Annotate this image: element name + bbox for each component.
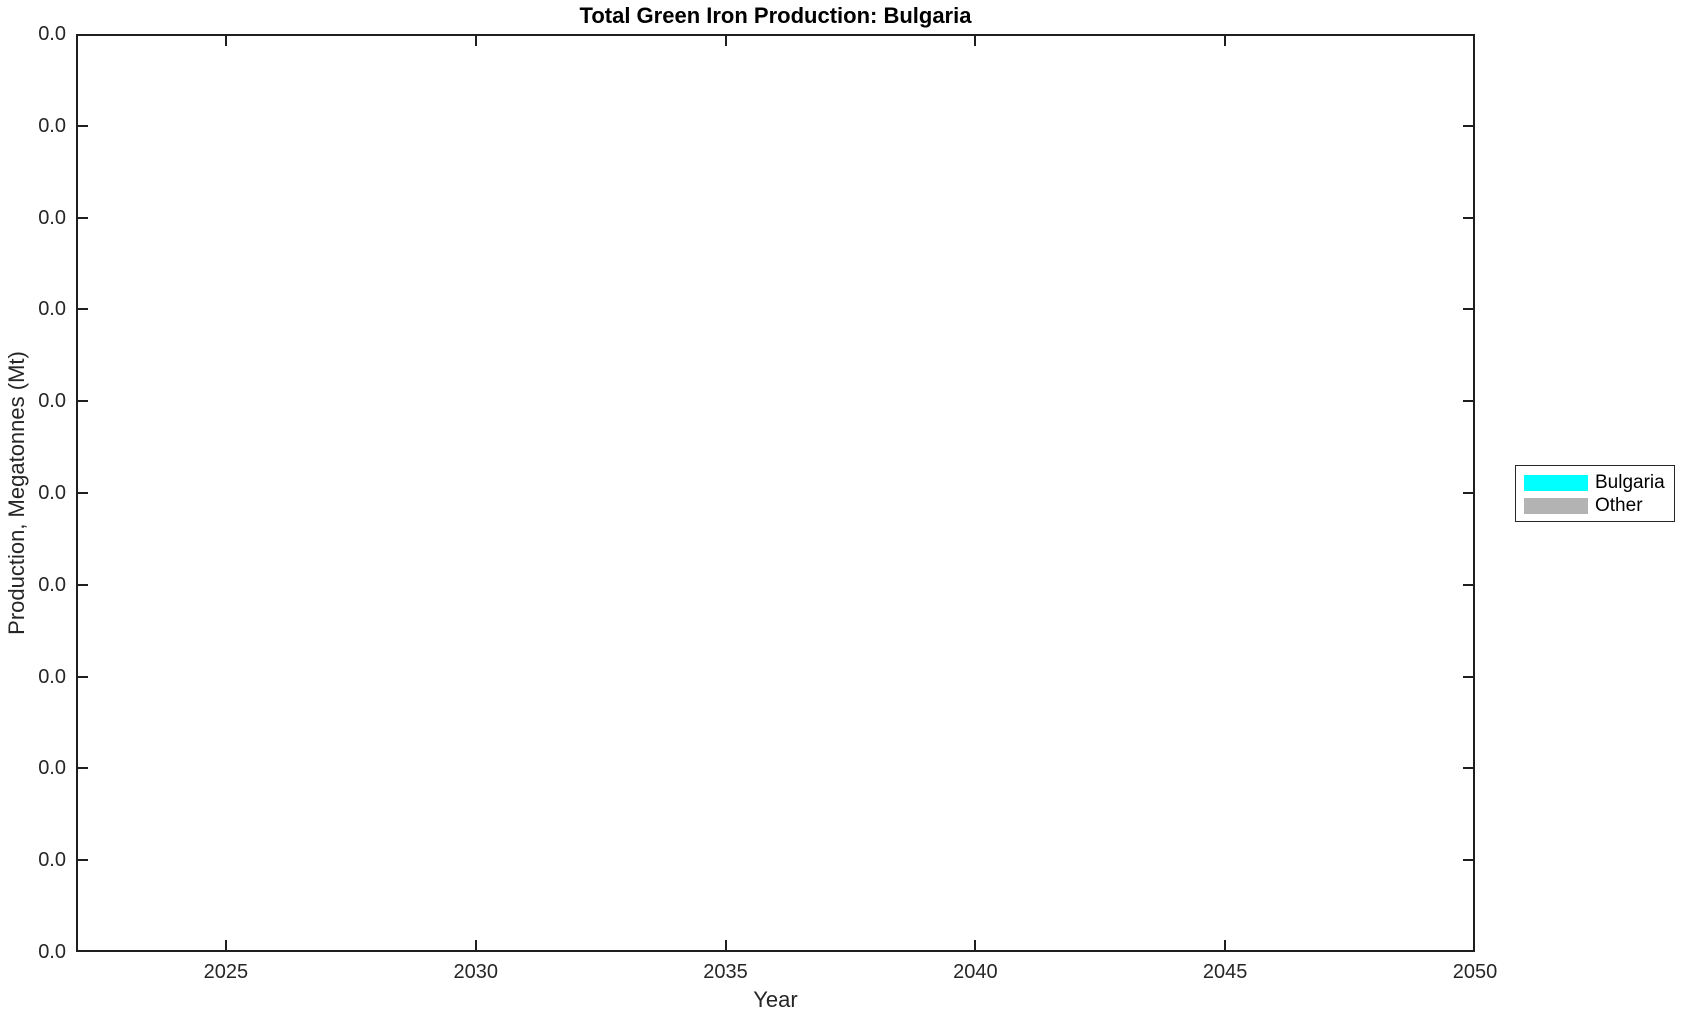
- axis-tick-mark: [1224, 36, 1226, 46]
- axis-tick-mark: [974, 36, 976, 46]
- y-tick-label: 0.0: [38, 206, 66, 229]
- axis-tick-mark: [1463, 308, 1473, 310]
- axis-tick-mark: [78, 584, 88, 586]
- axis-tick-mark: [1463, 676, 1473, 678]
- axis-tick-mark: [1463, 217, 1473, 219]
- axis-tick-mark: [1463, 400, 1473, 402]
- legend-swatch-other: [1524, 497, 1588, 514]
- axis-tick-mark: [1463, 951, 1473, 952]
- legend-label: Bulgaria: [1595, 471, 1665, 493]
- legend-label: Other: [1595, 494, 1643, 516]
- axis-tick-mark: [78, 492, 88, 494]
- axis-tick-mark: [78, 34, 88, 35]
- legend-item: Bulgaria: [1524, 471, 1666, 493]
- x-axis-label: Year: [753, 987, 798, 1012]
- x-tick-label: 2025: [203, 961, 249, 983]
- axis-tick-mark: [1463, 492, 1473, 494]
- axis-tick-mark: [78, 308, 88, 310]
- axis-tick-mark: [1463, 767, 1473, 769]
- axis-tick-mark: [78, 400, 88, 402]
- y-tick-label: 0.0: [38, 849, 66, 872]
- plot-area: [76, 34, 1475, 952]
- y-tick-label: 0.0: [38, 573, 66, 596]
- axis-tick-mark: [1463, 584, 1473, 586]
- axis-tick-mark: [1224, 940, 1226, 950]
- axis-tick-mark: [725, 36, 727, 46]
- legend-swatch-bulgaria: [1524, 474, 1588, 491]
- y-tick-label: 0.0: [38, 941, 66, 963]
- chart-title: Total Green Iron Production: Bulgaria: [579, 3, 972, 28]
- axis-tick-mark: [78, 217, 88, 219]
- legend: Bulgaria Other: [1515, 465, 1675, 522]
- y-tick-label: 0.0: [38, 114, 66, 137]
- x-tick-label: 2040: [953, 961, 998, 983]
- x-tick-label: 2035: [703, 961, 748, 983]
- legend-item: Other: [1524, 494, 1666, 516]
- y-tick-label: 0.0: [38, 482, 66, 504]
- axis-tick-mark: [225, 940, 227, 950]
- axis-tick-mark: [1463, 859, 1473, 861]
- y-tick-label: 0.0: [38, 665, 66, 688]
- axis-tick-mark: [475, 36, 477, 46]
- axis-tick-mark: [78, 859, 88, 861]
- axis-tick-mark: [1474, 36, 1475, 46]
- axis-tick-mark: [475, 940, 477, 950]
- x-tick-label: 2045: [1202, 961, 1248, 983]
- x-tick-label: 2030: [453, 961, 498, 983]
- y-tick-label: 0.0: [38, 757, 66, 780]
- axis-tick-mark: [1463, 34, 1473, 35]
- y-tick-label: 0.0: [38, 298, 66, 321]
- y-tick-label: 0.0: [38, 23, 66, 45]
- x-tick-label: 2050: [1452, 961, 1498, 983]
- axis-tick-mark: [225, 36, 227, 46]
- axis-tick-mark: [974, 940, 976, 950]
- axis-tick-mark: [78, 125, 88, 127]
- axis-tick-mark: [78, 676, 88, 678]
- axis-tick-mark: [725, 940, 727, 950]
- axis-tick-mark: [1474, 940, 1475, 950]
- y-tick-label: 0.0: [38, 390, 66, 413]
- axis-tick-mark: [1463, 125, 1473, 127]
- axis-tick-mark: [78, 951, 88, 952]
- axis-tick-mark: [78, 767, 88, 769]
